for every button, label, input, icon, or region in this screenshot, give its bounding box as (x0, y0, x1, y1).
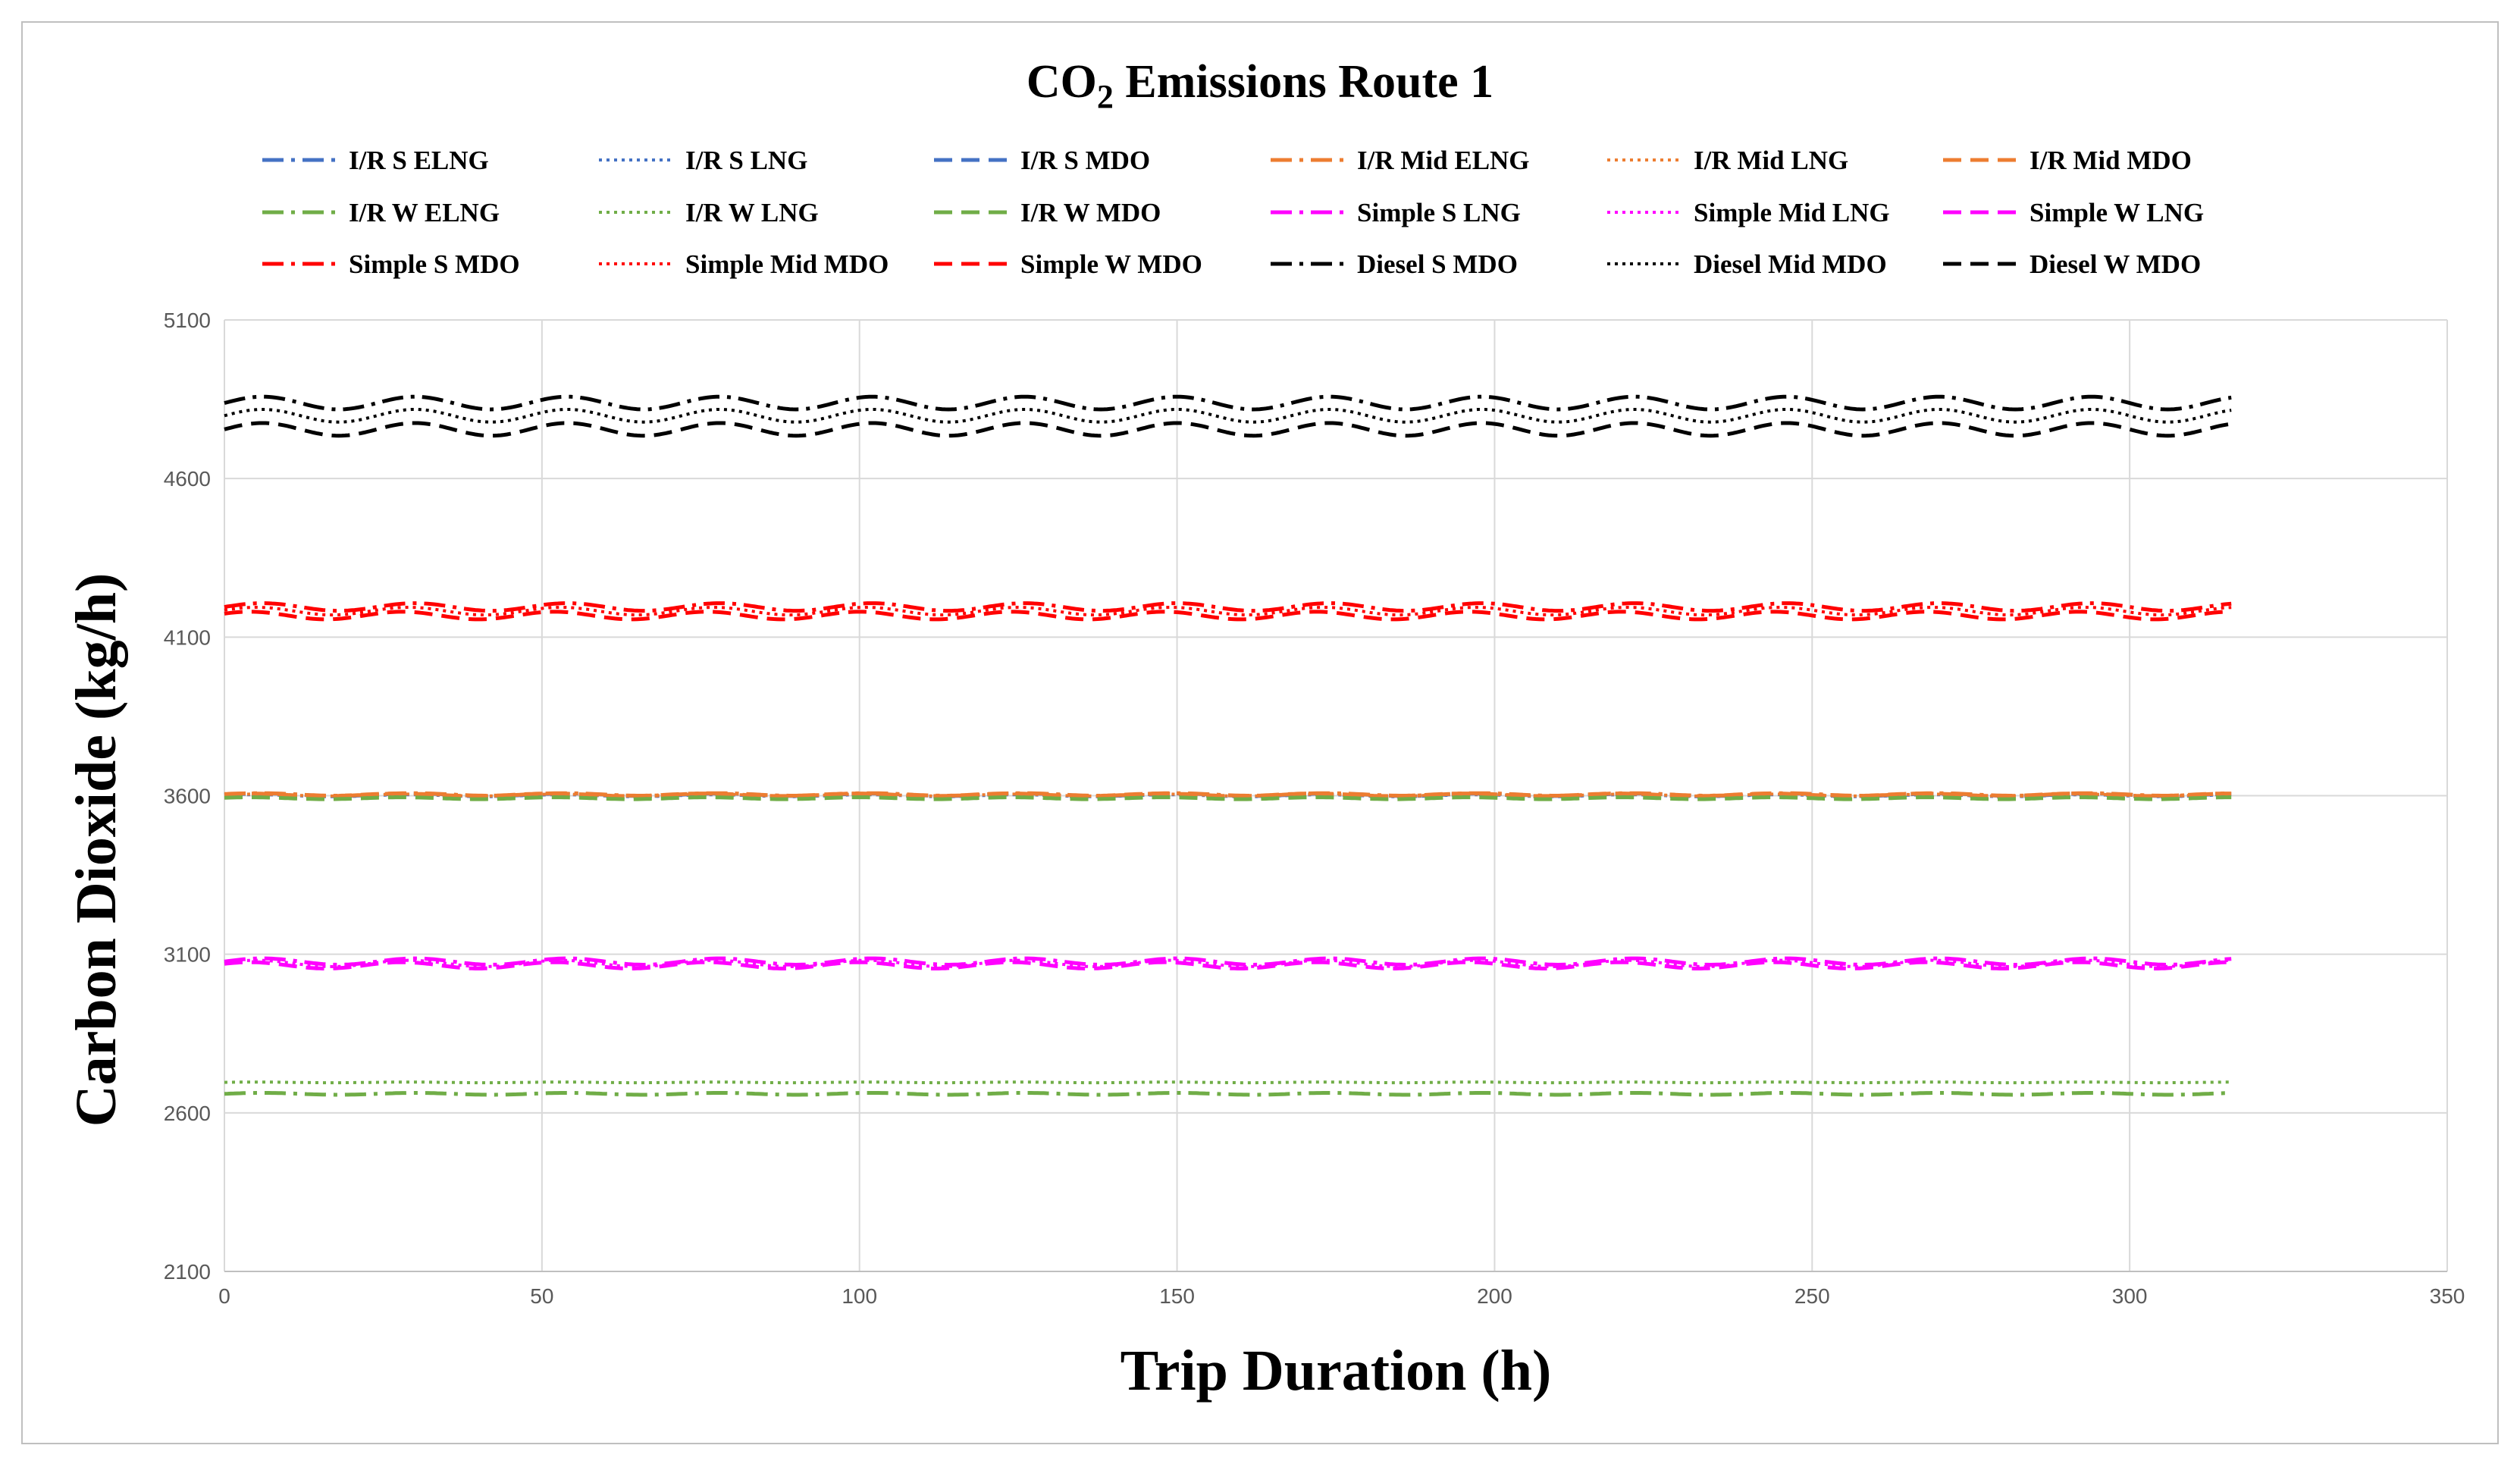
chart-title-rest: Emissions Route 1 (1114, 56, 1494, 108)
chart-title-co: CO (1026, 56, 1097, 108)
series-line-diesel-mid-mdo (224, 408, 2232, 424)
series-line-i-r-w-lng (224, 1080, 2232, 1085)
legend-label: I/R Mid ELNG (1357, 146, 1530, 175)
series-line-simple-mid-lng (224, 958, 2232, 969)
chart-title-subscript: 2 (1097, 78, 1114, 115)
x-tick-label: 150 (1159, 1284, 1195, 1308)
y-tick-label: 4100 (164, 625, 211, 649)
series-line-diesel-s-mdo (224, 394, 2232, 412)
x-tick-label: 0 (218, 1284, 230, 1308)
legend-label: Diesel W MDO (2029, 249, 2201, 279)
legend-label: Diesel Mid MDO (1694, 249, 1887, 279)
x-tick-label: 300 (2112, 1284, 2148, 1308)
x-axis-title: Trip Duration (h) (1121, 1339, 1552, 1403)
x-tick-label: 250 (1794, 1284, 1830, 1308)
y-tick-label: 2600 (164, 1102, 211, 1125)
legend-label: Simple S LNG (1357, 198, 1521, 227)
legend-label: Simple Mid LNG (1694, 198, 1890, 227)
x-tick-label: 350 (2430, 1284, 2465, 1308)
series-line-i-r-mid-mdo (224, 792, 2232, 798)
y-tick-label: 3600 (164, 785, 211, 808)
x-tick-label: 200 (1477, 1284, 1512, 1308)
legend-label: I/R S LNG (685, 146, 807, 175)
series-line-simple-w-lng (224, 960, 2232, 970)
legend-label: I/R S MDO (1020, 146, 1150, 175)
legend-label: Simple Mid MDO (685, 249, 889, 279)
legend: I/R S ELNG I/R S LNG I/R S MDO I/R Mid ELNG… (262, 146, 2204, 279)
series-line-i-r-w-elng (224, 1091, 2232, 1097)
legend-label: I/R Mid LNG (1694, 146, 1848, 175)
series-line-simple-mid-mdo (224, 605, 2232, 617)
y-axis-title: Carbon Dioxide (kg/h) (64, 573, 128, 1127)
legend-label: I/R W LNG (685, 198, 819, 227)
chart-title: CO2 Emissions Route 1 (1026, 56, 1494, 115)
y-tick-label: 3100 (164, 943, 211, 967)
y-tick-label: 2100 (164, 1260, 211, 1284)
y-tick-label: 5100 (164, 309, 211, 332)
legend-label: Simple W MDO (1020, 249, 1202, 279)
legend-label: I/R Mid MDO (2029, 146, 2192, 175)
series-line-simple-s-lng (224, 956, 2232, 967)
series-lines (224, 394, 2232, 1097)
chart-frame (21, 21, 2499, 1444)
series-line-i-r-w-mdo (224, 795, 2232, 801)
x-axis-ticks: 0 50 100 150 200 250 300 350 (218, 1284, 2465, 1308)
legend-label: I/R W MDO (1020, 198, 1161, 227)
legend-label: Simple S MDO (349, 249, 520, 279)
series-line-simple-w-mdo (224, 610, 2232, 622)
legend-label: I/R S ELNG (349, 146, 489, 175)
y-axis-ticks: 2100 2600 3100 3600 4100 4600 5100 (164, 309, 211, 1284)
legend-label: Diesel S MDO (1357, 249, 1518, 279)
legend-label: I/R W ELNG (349, 198, 500, 227)
series-line-diesel-w-mdo (224, 421, 2232, 438)
x-tick-label: 50 (530, 1284, 553, 1308)
series-line-simple-s-mdo (224, 601, 2232, 613)
x-tick-label: 100 (842, 1284, 877, 1308)
y-tick-label: 4600 (164, 467, 211, 491)
legend-label: Simple W LNG (2029, 198, 2204, 227)
